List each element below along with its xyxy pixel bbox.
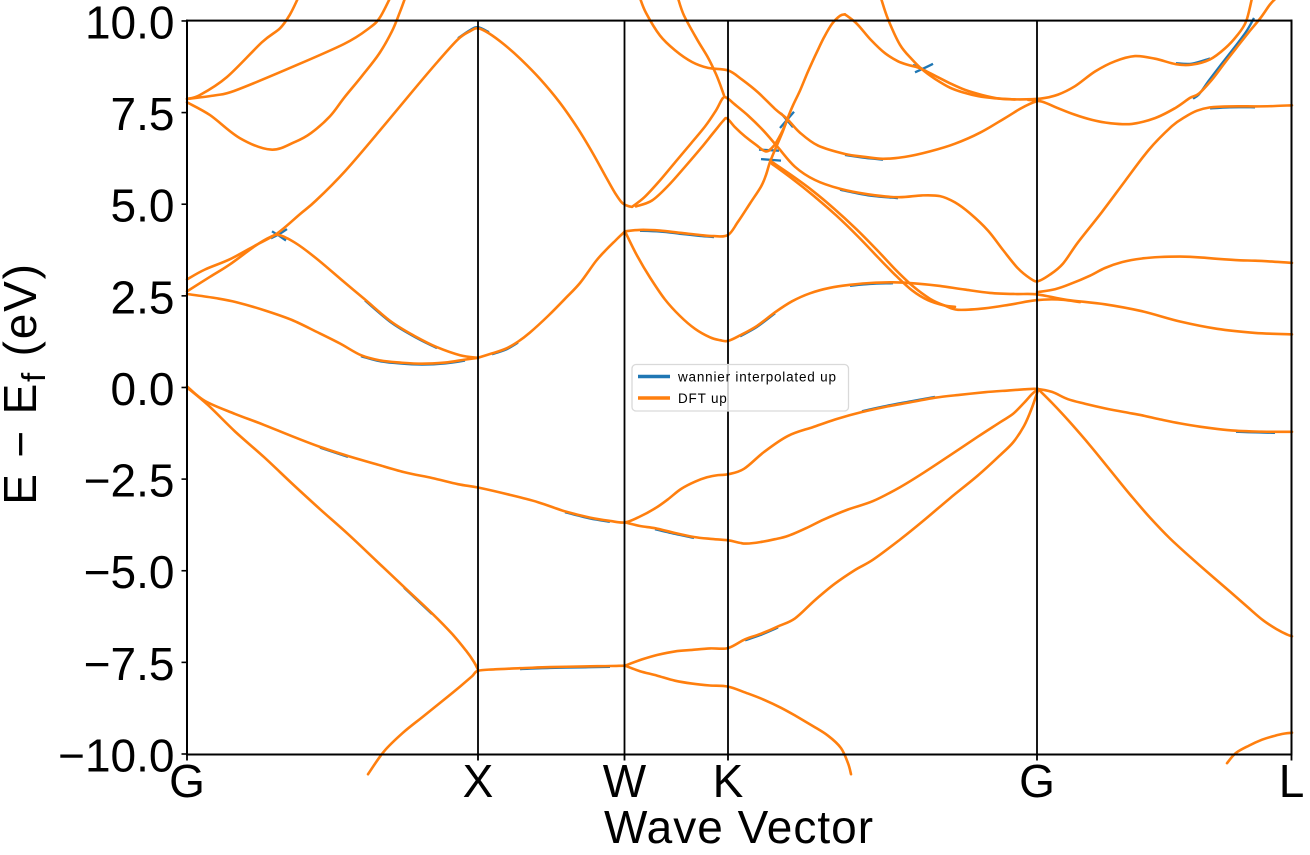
svg-text:Wave Vector: Wave Vector <box>604 801 874 853</box>
svg-text:0.0: 0.0 <box>111 363 175 415</box>
svg-text:−2.5: −2.5 <box>84 455 175 507</box>
svg-text:E − Ef (eV): E − Ef (eV) <box>0 262 52 504</box>
svg-text:−10.0: −10.0 <box>58 730 174 782</box>
svg-text:X: X <box>463 755 494 807</box>
svg-text:10.0: 10.0 <box>85 0 175 48</box>
svg-text:K: K <box>713 755 744 807</box>
svg-text:−7.5: −7.5 <box>84 638 175 690</box>
svg-text:−5.0: −5.0 <box>84 546 175 598</box>
svg-text:G: G <box>1019 755 1055 807</box>
svg-text:G: G <box>169 755 205 807</box>
svg-text:L: L <box>1279 755 1305 807</box>
svg-text:2.5: 2.5 <box>111 271 175 323</box>
svg-text:5.0: 5.0 <box>111 180 175 232</box>
svg-text:7.5: 7.5 <box>111 88 175 140</box>
svg-text:DFT up: DFT up <box>678 391 728 406</box>
svg-text:W: W <box>603 755 647 807</box>
svg-text:wannier interpolated up: wannier interpolated up <box>677 370 837 385</box>
